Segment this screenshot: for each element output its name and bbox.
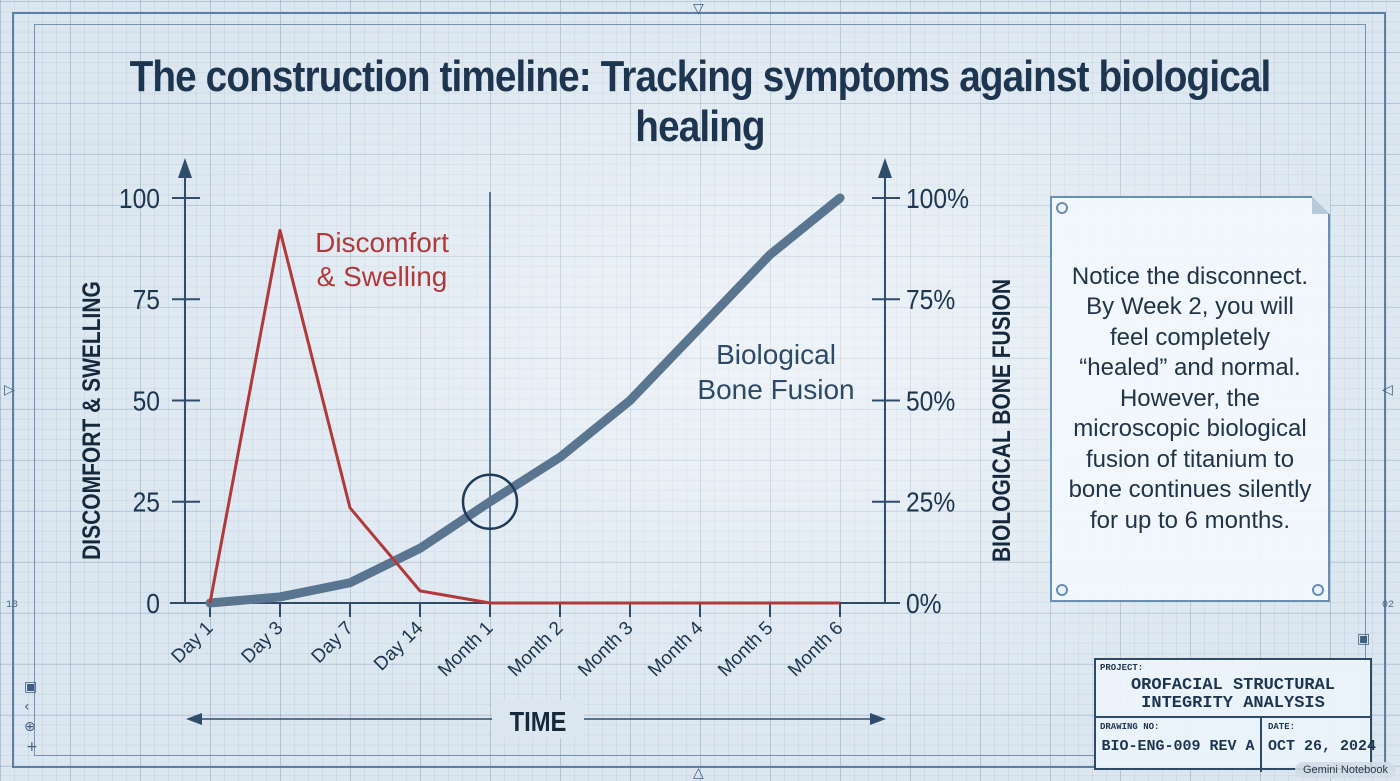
drawing-label: DRAWING NO: xyxy=(1100,722,1160,732)
gear-icon xyxy=(1056,202,1068,214)
triangle-up-icon: △ xyxy=(693,765,704,781)
x-tick-label: Month 4 xyxy=(644,617,708,681)
series-line-bone-fusion xyxy=(205,193,845,608)
triangle-right-icon: ▷ xyxy=(4,382,15,398)
date-value: OCT 26, 2024 xyxy=(1268,738,1377,755)
crosshair-icon: ⊕ xyxy=(24,719,36,735)
page-title: The construction timeline: Tracking symp… xyxy=(129,52,1272,151)
y-right-tick-label: 25% xyxy=(906,486,955,518)
inner-border xyxy=(34,24,1366,756)
x-tick-label: Month 2 xyxy=(504,618,567,681)
title-block: PROJECT: OROFACIAL STRUCTURAL INTEGRITY … xyxy=(1094,658,1376,772)
y-axis-left-arrow-icon xyxy=(178,158,192,178)
triangle-down-icon: ▽ xyxy=(693,1,704,17)
watermark: Gemini Notebook xyxy=(1295,762,1396,778)
arrow-right-icon xyxy=(870,713,886,725)
x-tick-label: Month 6 xyxy=(784,618,847,681)
series-label-discomfort-line2: & Swelling xyxy=(317,261,448,292)
series-label-discomfort-line1: Discomfort xyxy=(315,227,449,258)
y-right-tick-label: 0% xyxy=(906,588,942,620)
margin-number-right: 02 xyxy=(1382,600,1395,611)
project-label: PROJECT: xyxy=(1100,663,1144,673)
y-axis-right-arrow-icon xyxy=(878,158,892,178)
chevron-left-icon: ‹ xyxy=(24,699,30,715)
y-right-tick-label: 50% xyxy=(906,385,955,417)
outer-border xyxy=(12,12,1386,768)
drawing-cell: DRAWING NO: BIO-ENG-009 REV A xyxy=(1096,718,1262,772)
x-tick-label: Day 1 xyxy=(168,618,218,668)
time-label-bg xyxy=(492,700,584,738)
series-label-fusion-line1: Biological xyxy=(716,339,836,370)
plus-icon: + xyxy=(26,739,38,755)
y-left-tick-label: 50 xyxy=(133,385,160,417)
x-axis-title: TIME xyxy=(510,705,567,737)
x-tick-label: Month 3 xyxy=(574,618,637,681)
x-tick-label: Day 3 xyxy=(238,618,288,668)
drawing-value: BIO-ENG-009 REV A xyxy=(1101,738,1255,755)
series-line-discomfort xyxy=(208,228,840,605)
x-tick-label: Day 14 xyxy=(370,617,428,675)
y-axis-right-title: BIOLOGICAL BONE FUSION xyxy=(987,279,1015,562)
page-fold-icon xyxy=(1312,196,1330,214)
crossover-circle xyxy=(461,473,519,530)
y-left-tick-label: 75 xyxy=(133,284,160,316)
project-value-line1: OROFACIAL STRUCTURAL xyxy=(1130,676,1336,695)
triangle-left-icon: ◁ xyxy=(1382,382,1393,398)
x-tick-label: Month 5 xyxy=(714,618,777,681)
y-axis-left-title: DISCOMFORT & SWELLING xyxy=(77,281,105,560)
y-left-tick-label: 100 xyxy=(119,183,160,215)
y-left-tick-label: 0 xyxy=(146,588,160,620)
x-tick-label: Month 1 xyxy=(434,618,497,681)
note-card: Notice the disconnect. By Week 2, you wi… xyxy=(1050,196,1330,602)
project-value: OROFACIAL STRUCTURAL INTEGRITY ANALYSIS xyxy=(1096,677,1370,713)
y-right-tick-label: 100% xyxy=(906,183,969,215)
project-cell: PROJECT: OROFACIAL STRUCTURAL INTEGRITY … xyxy=(1096,660,1370,718)
y-right-tick-label: 75% xyxy=(906,284,955,316)
layout-icon: ▣ xyxy=(24,679,38,695)
margin-number-left: 13 xyxy=(6,600,19,611)
date-label: DATE: xyxy=(1268,722,1296,732)
y-left-tick-label: 25 xyxy=(133,486,160,518)
x-tick-label: Day 7 xyxy=(308,618,358,668)
date-cell: DATE: OCT 26, 2024 xyxy=(1262,718,1376,772)
gear-icon xyxy=(1056,584,1068,596)
arrow-left-icon xyxy=(186,713,202,725)
project-value-line2: INTEGRITY ANALYSIS xyxy=(1141,694,1325,713)
series-label-fusion-line2: Bone Fusion xyxy=(697,374,854,405)
gear-icon xyxy=(1312,584,1324,596)
layout-icon: ▣ xyxy=(1357,631,1371,647)
note-text: Notice the disconnect. By Week 2, you wi… xyxy=(1068,262,1312,534)
